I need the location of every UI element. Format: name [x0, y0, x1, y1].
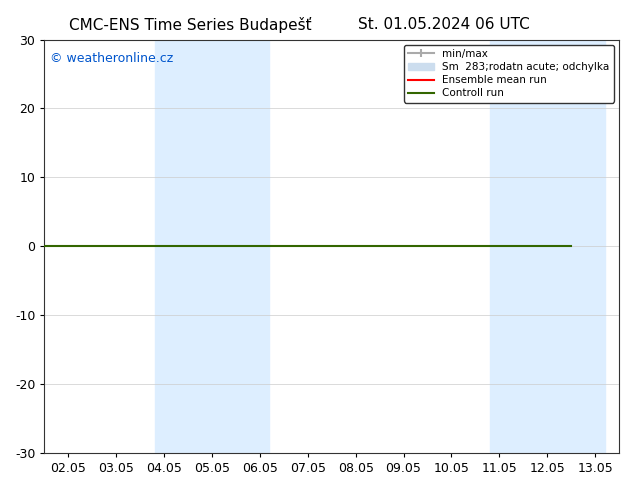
Bar — [489, 40, 605, 453]
Text: St. 01.05.2024 06 UTC: St. 01.05.2024 06 UTC — [358, 17, 529, 32]
Text: CMC-ENS Time Series Budapešť: CMC-ENS Time Series Budapešť — [69, 17, 311, 33]
Legend: min/max, Sm  283;rodatn acute; odchylka, Ensemble mean run, Controll run: min/max, Sm 283;rodatn acute; odchylka, … — [404, 45, 614, 102]
Bar — [155, 40, 269, 453]
Text: © weatheronline.cz: © weatheronline.cz — [50, 52, 173, 65]
